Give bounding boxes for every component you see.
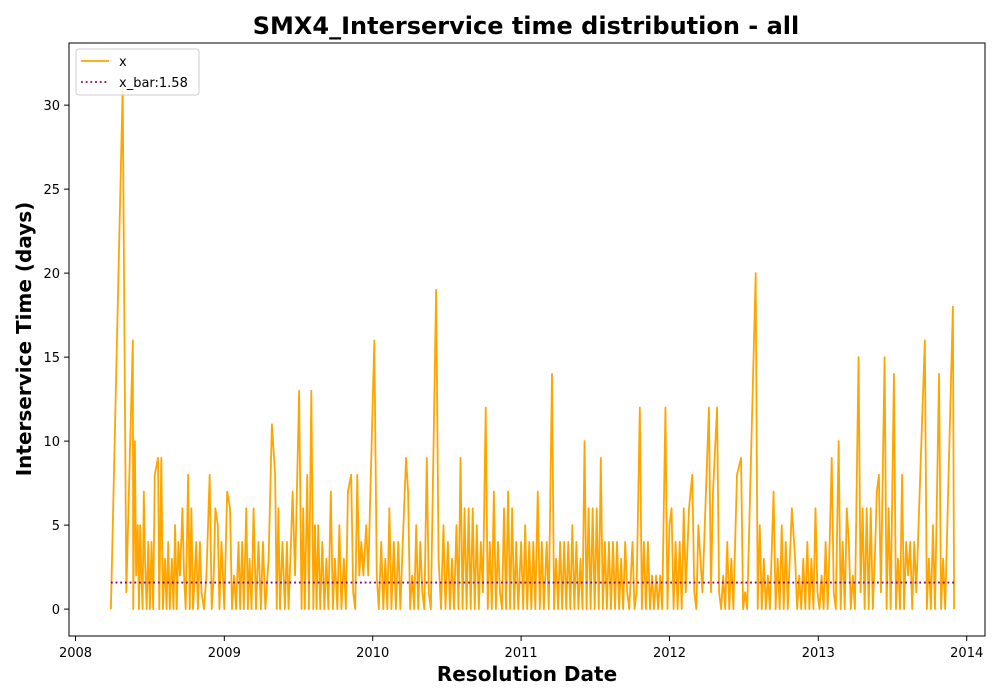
series-layer — [109, 87, 955, 611]
x-tick-label: 2009 — [208, 646, 241, 661]
x-tick-label: 2013 — [802, 646, 835, 661]
y-axis: 0 5 10 15 20 25 30 — [43, 99, 69, 618]
plot-area — [68, 42, 986, 637]
x-tick-label: 2014 — [950, 646, 983, 661]
y-tick-label: 15 — [43, 351, 60, 366]
legend-label-x: x — [119, 55, 127, 70]
y-tick-label: 10 — [43, 435, 60, 450]
x-tick-label: 2012 — [653, 646, 686, 661]
y-tick-label: 25 — [43, 183, 60, 198]
x-tick-label: 2008 — [59, 646, 92, 661]
y-tick-label: 30 — [43, 99, 60, 114]
plot-background — [69, 43, 985, 636]
chart-title: SMX4_Interservice time distribution - al… — [253, 12, 800, 40]
plot-frame — [68, 42, 986, 637]
series-line-x — [109, 87, 955, 611]
y-tick-label: 20 — [43, 267, 60, 282]
legend-label-x-bar: x_bar:1.58 — [119, 76, 188, 91]
x-axis: 2008 2009 2010 2011 2012 2013 2014 — [59, 636, 983, 661]
y-axis-label: Interservice Time (days) — [12, 202, 36, 477]
y-tick-label: 5 — [52, 519, 60, 534]
x-tick-label: 2010 — [356, 646, 389, 661]
x-axis-label: Resolution Date — [437, 662, 617, 686]
x-tick-label: 2011 — [505, 646, 538, 661]
legend: x x_bar:1.58 — [75, 48, 200, 96]
y-tick-label: 0 — [52, 603, 60, 618]
